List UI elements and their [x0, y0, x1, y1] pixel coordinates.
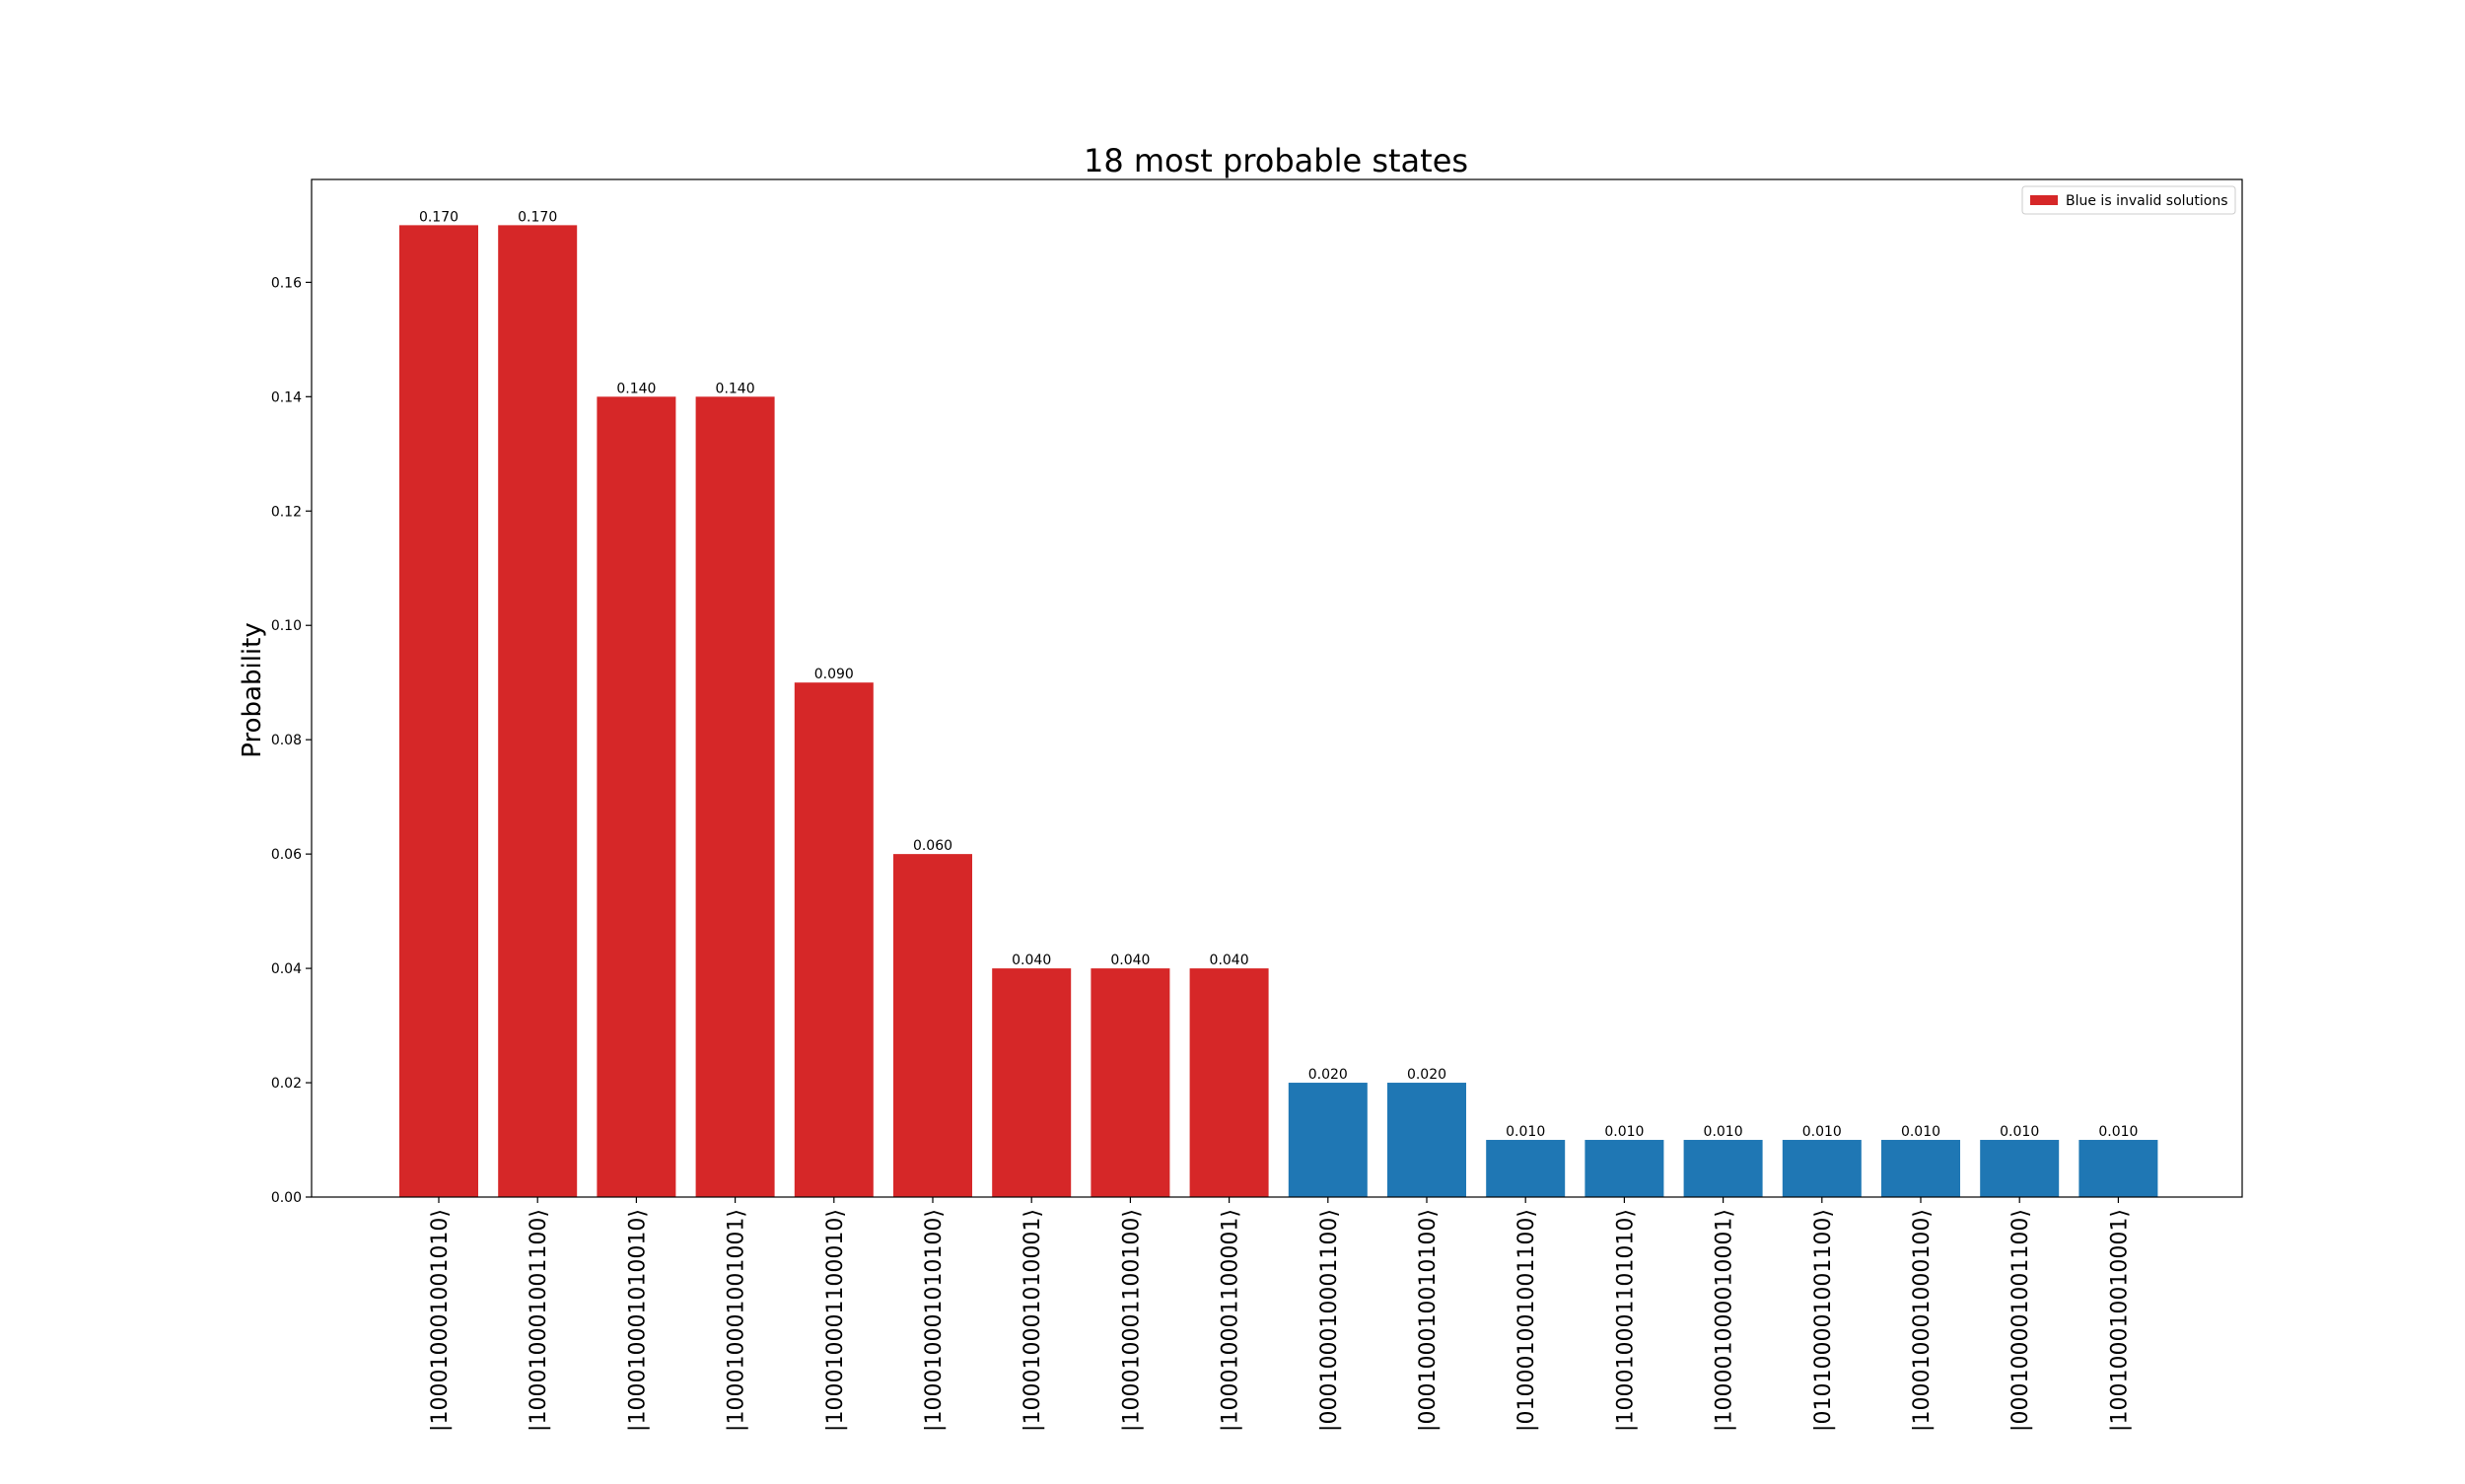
- bar-value-label: 0.060: [913, 838, 952, 854]
- bar: [1881, 1140, 1960, 1197]
- legend-swatch: [2030, 195, 2058, 205]
- bar: [992, 968, 1072, 1197]
- x-tick-label: |000100010001100⟩: [1317, 1209, 1342, 1432]
- y-tick-label: 0.08: [271, 733, 302, 748]
- bar-value-label: 0.170: [419, 209, 458, 225]
- bar: [1189, 968, 1269, 1197]
- bar: [1782, 1140, 1862, 1197]
- y-tick-label: 0.10: [271, 618, 302, 634]
- y-tick-label: 0.16: [271, 275, 302, 291]
- bar: [1091, 968, 1170, 1197]
- y-tick-label: 0.00: [271, 1190, 302, 1206]
- x-tick-label: |100010001100100⟩: [1119, 1209, 1144, 1432]
- bar: [1387, 1083, 1466, 1197]
- bar-value-label: 0.140: [716, 381, 755, 396]
- bar: [1683, 1140, 1763, 1197]
- x-tick-label: |100010001100001⟩: [1219, 1209, 1243, 1432]
- bar: [695, 396, 775, 1198]
- x-tick-label: |100010001100010⟩: [823, 1209, 848, 1432]
- y-tick-label: 0.02: [271, 1076, 302, 1092]
- bar-value-label: 0.020: [1407, 1067, 1446, 1083]
- bar-value-label: 0.090: [814, 667, 854, 682]
- bar: [498, 225, 578, 1197]
- y-axis-label: Probability: [238, 622, 267, 757]
- x-tick-label: |100010001001010⟩: [428, 1209, 453, 1432]
- bar-value-label: 0.040: [1210, 953, 1249, 968]
- bar-value-label: 0.040: [1012, 953, 1051, 968]
- bar-value-label: 0.170: [518, 209, 557, 225]
- bar: [893, 854, 972, 1197]
- bar-value-label: 0.010: [1604, 1124, 1644, 1140]
- x-tick-label: |010100001001100⟩: [1811, 1209, 1836, 1432]
- x-tick-label: |100010001010001⟩: [1021, 1209, 1045, 1432]
- bar-value-label: 0.040: [1110, 953, 1150, 968]
- chart-title: 18 most probable states: [1084, 142, 1468, 179]
- bar: [1288, 1083, 1368, 1197]
- y-tick-label: 0.06: [271, 847, 302, 863]
- plot-area: 0.170 |100010001001010⟩ 0.170 |100010001001…: [271, 178, 2243, 1432]
- bar: [597, 396, 676, 1198]
- bar: [1585, 1140, 1664, 1197]
- x-tick-label: |100010001001100⟩: [527, 1209, 551, 1432]
- x-tick-label: |100100010010001⟩: [2107, 1209, 2132, 1432]
- x-tick-label: |000100001001100⟩: [2008, 1209, 2033, 1432]
- y-tick-label: 0.14: [271, 389, 302, 405]
- bar-value-label: 0.010: [1704, 1124, 1743, 1140]
- legend: Blue is invalid solutions: [2021, 185, 2236, 215]
- x-tick-label: |100010001101010⟩: [1613, 1209, 1638, 1432]
- bar-value-label: 0.010: [1901, 1124, 1940, 1140]
- x-tick-label: |100010001000100⟩: [1910, 1209, 1935, 1432]
- axes-frame: [311, 178, 2243, 1198]
- x-tick-label: |100010001010010⟩: [625, 1209, 650, 1432]
- bar: [1980, 1140, 2060, 1197]
- legend-box: [2021, 185, 2236, 215]
- bar-value-label: 0.010: [2000, 1124, 2039, 1140]
- y-tick-label: 0.04: [271, 961, 302, 977]
- bar: [2078, 1140, 2158, 1197]
- bar-value-label: 0.020: [1308, 1067, 1348, 1083]
- bar: [399, 225, 478, 1197]
- x-tick-label: |100001000010001⟩: [1713, 1209, 1737, 1432]
- legend-label: Blue is invalid solutions: [2066, 193, 2228, 209]
- x-tick-label: |000100010010100⟩: [1416, 1209, 1441, 1432]
- bar-value-label: 0.010: [1802, 1124, 1842, 1140]
- x-tick-label: |100010001001001⟩: [725, 1209, 749, 1432]
- bar-value-label: 0.140: [616, 381, 656, 396]
- bar-value-label: 0.010: [2098, 1124, 2138, 1140]
- bar: [794, 682, 874, 1197]
- x-tick-label: |010001001001100⟩: [1514, 1209, 1539, 1432]
- bar-value-label: 0.010: [1506, 1124, 1545, 1140]
- bar: [1486, 1140, 1566, 1197]
- x-tick-label: |100010001010100⟩: [922, 1209, 947, 1432]
- y-tick-label: 0.12: [271, 504, 302, 520]
